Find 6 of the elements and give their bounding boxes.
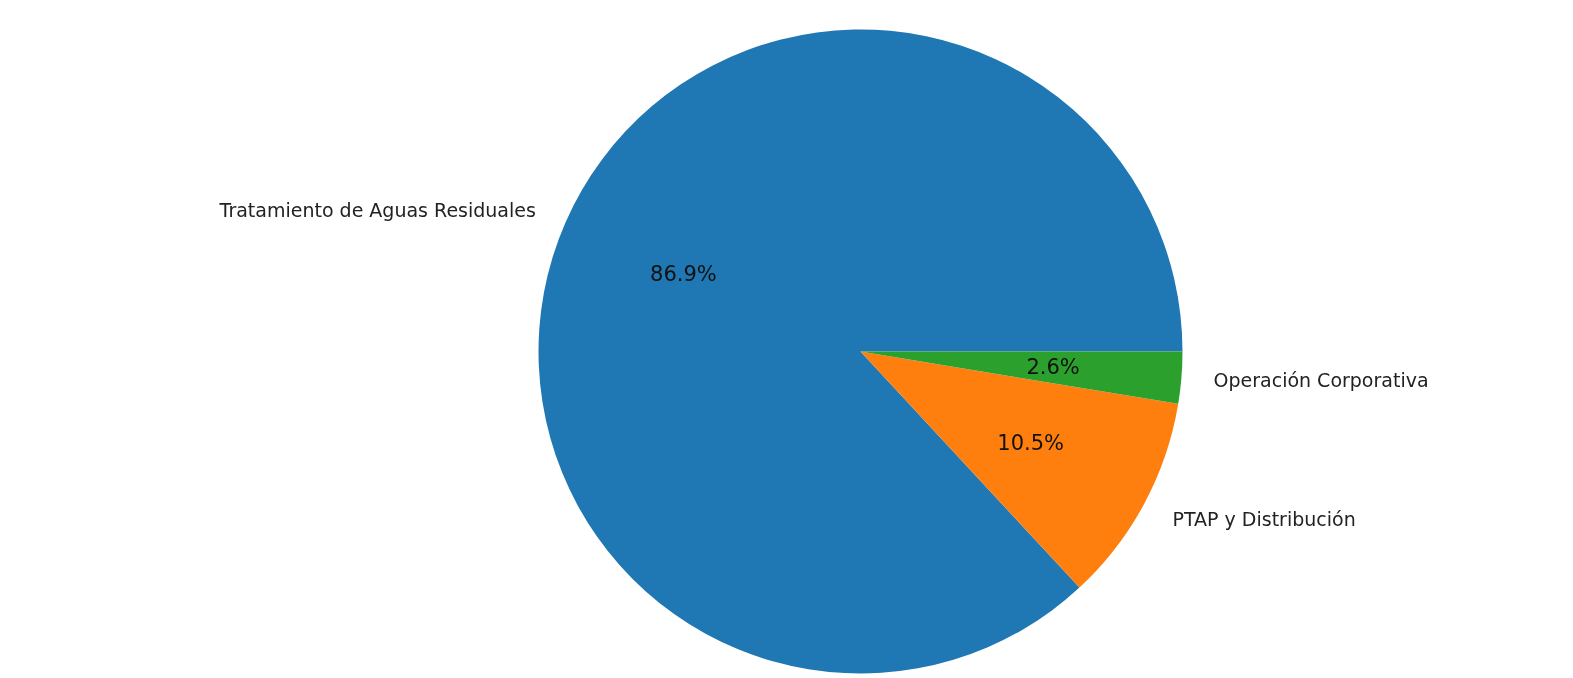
slice-label: PTAP y Distribución <box>1172 508 1356 531</box>
slice-label: Operación Corporativa <box>1213 369 1429 392</box>
data-label: 10.5% <box>997 430 1065 455</box>
data-label: 86.9% <box>650 262 717 287</box>
data-label: 2.6% <box>1026 355 1080 380</box>
slice-label: Tratamiento de Aguas Residuales <box>218 198 536 221</box>
